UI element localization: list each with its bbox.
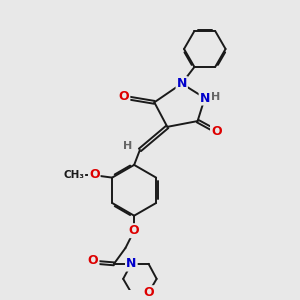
Text: N: N [126,257,136,270]
Text: CH₃: CH₃ [63,170,84,180]
Text: O: O [143,286,154,299]
Text: O: O [129,224,140,237]
Text: N: N [126,257,136,270]
Text: O: O [89,168,100,181]
Text: N: N [200,92,210,104]
Text: O: O [211,125,222,138]
Text: O: O [88,254,98,268]
Text: H: H [211,92,220,102]
Text: O: O [119,90,129,103]
Text: N: N [176,77,187,90]
Text: H: H [123,142,132,152]
